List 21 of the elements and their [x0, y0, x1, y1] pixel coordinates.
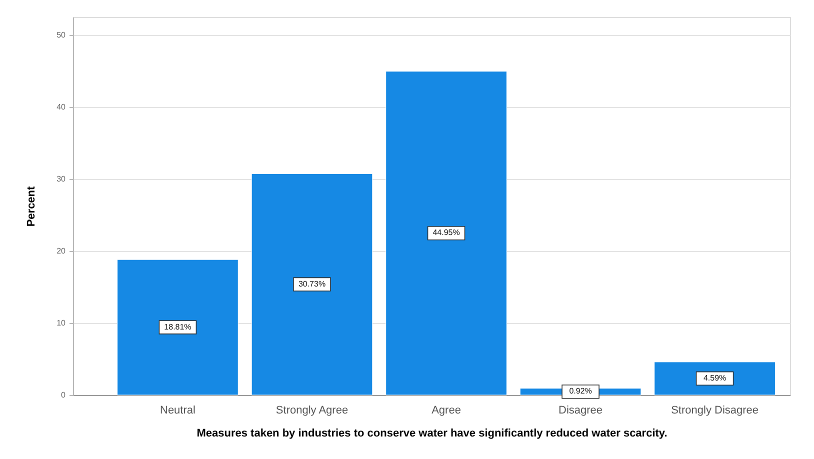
data-label: 30.73%	[298, 279, 326, 288]
x-tick-label: Strongly Agree	[276, 404, 348, 416]
y-tick-label: 40	[56, 102, 66, 112]
x-tick-label: Disagree	[558, 404, 603, 416]
x-tick-label: Agree	[432, 404, 461, 416]
y-tick-label: 10	[56, 318, 66, 328]
y-tick-label: 30	[56, 174, 66, 184]
x-tick-label: Neutral	[160, 404, 196, 416]
x-axis-title: Measures taken by industries to conserve water have significantly reduced water scarcity.	[196, 428, 668, 440]
data-label: 4.59%	[703, 373, 726, 382]
data-label: 0.92%	[569, 386, 592, 396]
y-tick-label: 0	[61, 390, 66, 400]
y-tick-label: 50	[56, 30, 66, 40]
data-label: 18.81%	[164, 322, 192, 332]
bar	[386, 71, 507, 396]
y-tick-label: 20	[56, 246, 66, 256]
data-label: 44.95%	[432, 228, 460, 238]
y-axis-title: Percent	[26, 186, 38, 227]
x-tick-label: Strongly Disagree	[671, 404, 759, 416]
bar	[251, 173, 373, 396]
bar	[117, 259, 238, 396]
